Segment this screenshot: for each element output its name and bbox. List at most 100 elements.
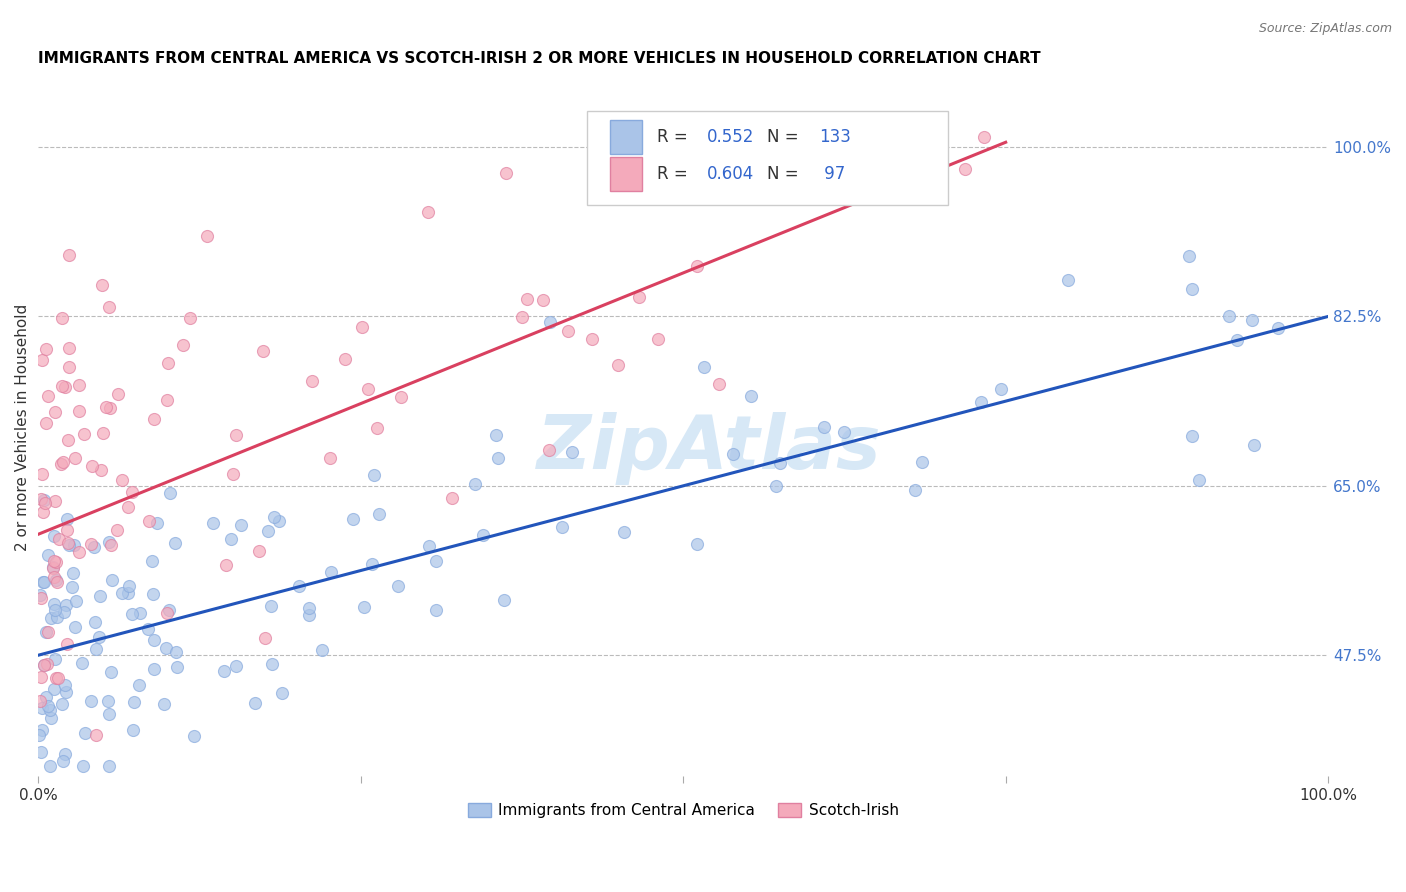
Point [46,575,69,590]
Point [37,389,59,403]
Point [1218,310,1240,324]
Point [30,492,52,507]
Point [363,468,385,483]
Point [538,315,561,329]
Point [39,759,62,773]
Point [740,389,762,403]
Point [970,394,993,409]
Point [485,427,508,442]
Point [52,605,75,619]
Point [360,557,382,571]
FancyBboxPatch shape [610,157,643,191]
Point [37,549,59,563]
Point [46,671,69,685]
Point [80,537,103,551]
Point [41,711,63,725]
Point [271,686,294,700]
Point [973,130,995,145]
Point [28,588,51,602]
Point [58,359,80,374]
Point [686,537,709,551]
Point [58,248,80,262]
Point [142,632,165,647]
Point [75,726,97,740]
Point [157,356,180,370]
Point [55,523,77,537]
FancyBboxPatch shape [610,120,643,154]
Point [32,658,55,673]
Point [97,694,120,708]
Point [56,536,79,550]
Point [721,447,744,461]
Point [30,745,52,759]
Point [128,678,150,692]
Point [58,341,80,355]
Point [157,603,180,617]
Point [51,310,73,325]
Point [298,600,321,615]
Point [51,379,73,393]
Point [136,622,159,636]
Point [142,587,165,601]
Point [56,512,79,526]
Text: R =: R = [658,128,693,146]
Point [166,659,188,673]
Point [953,162,976,177]
Point [353,599,375,614]
Point [80,459,103,474]
Point [129,606,152,620]
Point [1267,321,1289,335]
Point [35,690,58,705]
Point [98,401,121,416]
Point [42,560,65,574]
Point [391,390,413,404]
Point [1178,249,1201,263]
Point [83,540,105,554]
Point [45,556,67,570]
Point [628,290,651,304]
Point [769,456,792,470]
Point [35,416,58,430]
Point [1188,473,1211,487]
Point [84,642,107,657]
Point [48,533,70,547]
Point [143,661,166,675]
Point [387,578,409,592]
Point [581,332,603,346]
Point [486,451,509,466]
Point [229,517,252,532]
Point [195,229,218,244]
Point [31,467,53,481]
Point [53,380,76,394]
Point [37,699,59,714]
Point [45,609,67,624]
Point [35,342,58,356]
Point [70,656,93,670]
Point [247,544,270,558]
Point [34,624,56,639]
Point [333,352,356,367]
Point [55,599,77,613]
Point [67,378,90,392]
Point [709,377,731,392]
Point [117,579,139,593]
Point [647,332,669,346]
Point [245,696,267,710]
Point [67,404,90,418]
Point [53,678,76,692]
Point [141,554,163,568]
Text: N =: N = [768,165,804,183]
Point [62,538,84,552]
Point [225,428,247,442]
Point [42,569,65,583]
Point [440,491,463,505]
Point [257,524,280,539]
Point [52,755,75,769]
Point [301,374,323,388]
Point [834,425,856,439]
Point [63,620,86,634]
Point [254,631,277,645]
Point [32,658,55,673]
Point [55,685,77,699]
Legend: Immigrants from Central America, Scotch-Irish: Immigrants from Central America, Scotch-… [461,797,905,824]
